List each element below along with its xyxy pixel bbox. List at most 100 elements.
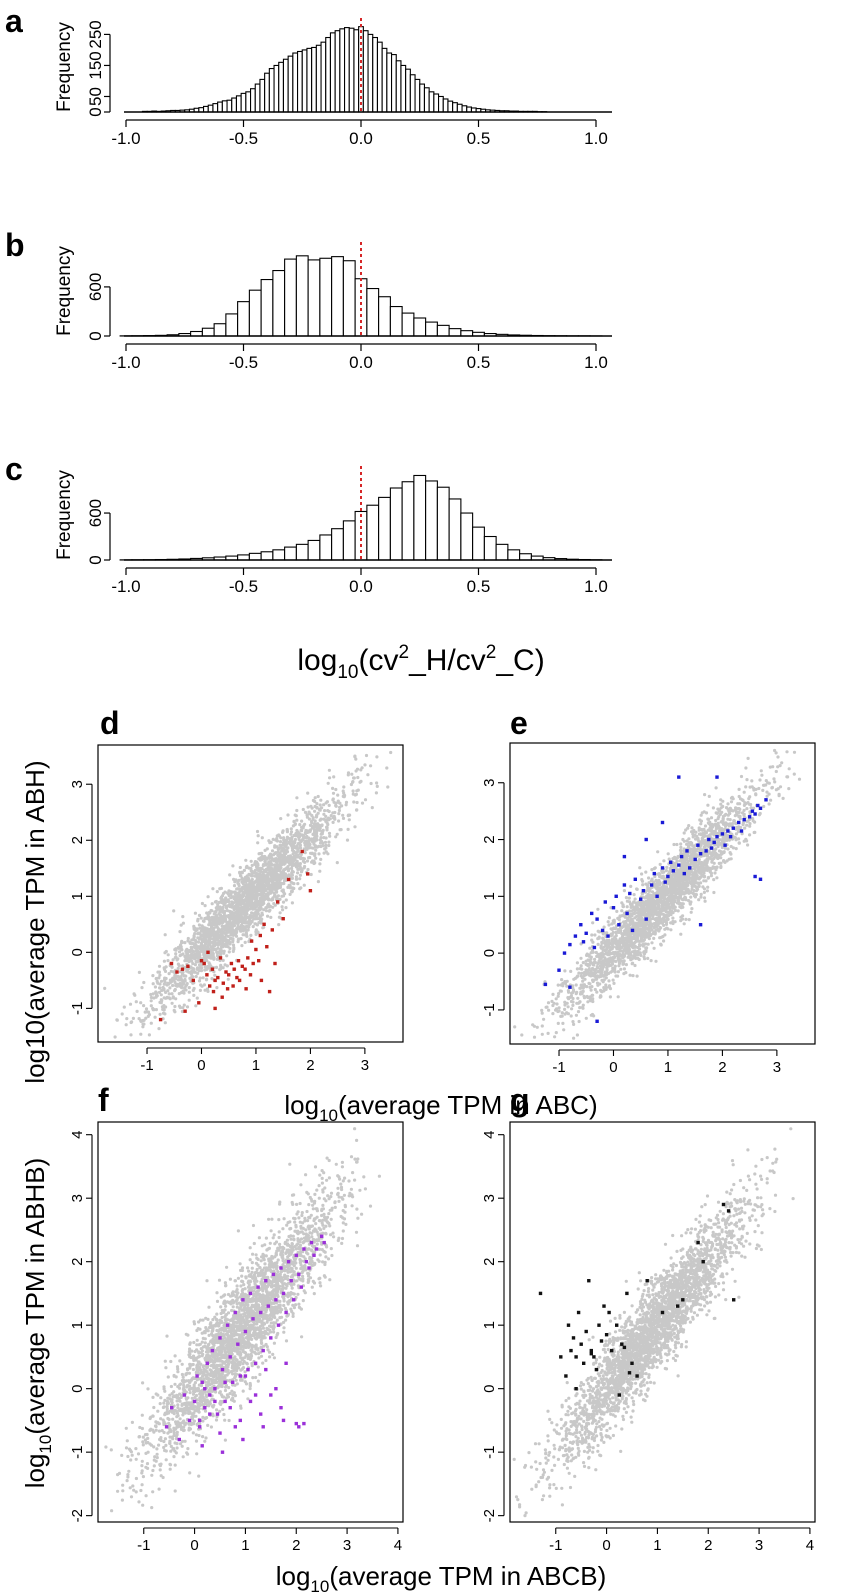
background-point bbox=[322, 812, 326, 816]
background-point bbox=[158, 982, 162, 986]
x-tick-label: 1.0 bbox=[584, 577, 608, 596]
highlighted-point bbox=[220, 995, 224, 999]
background-point bbox=[622, 959, 626, 963]
histogram-bar bbox=[447, 100, 454, 113]
background-point bbox=[174, 983, 178, 988]
background-point bbox=[646, 883, 650, 888]
background-point bbox=[152, 1008, 156, 1012]
background-point bbox=[266, 875, 270, 879]
background-point bbox=[187, 949, 191, 953]
histogram-bar bbox=[519, 553, 532, 561]
histogram-bar bbox=[395, 60, 402, 113]
histogram-bar bbox=[260, 551, 274, 561]
y-tick-label: 0 bbox=[86, 555, 105, 564]
background-point bbox=[289, 830, 294, 834]
background-point bbox=[355, 789, 359, 793]
background-point bbox=[590, 933, 594, 937]
background-point bbox=[737, 807, 741, 811]
panel-label-b: b bbox=[5, 227, 25, 263]
x-tick-label: 0.5 bbox=[467, 129, 491, 148]
background-point bbox=[199, 969, 204, 973]
background-point bbox=[355, 808, 359, 812]
background-point bbox=[218, 887, 222, 891]
background-point bbox=[226, 920, 230, 924]
highlighted-point bbox=[175, 970, 179, 974]
background-point bbox=[217, 942, 221, 946]
background-point bbox=[167, 992, 171, 996]
background-point bbox=[734, 836, 738, 840]
background-point bbox=[208, 942, 212, 946]
background-point bbox=[690, 907, 694, 911]
background-point bbox=[310, 821, 314, 825]
background-point bbox=[322, 817, 326, 821]
background-point bbox=[214, 923, 218, 927]
background-point bbox=[217, 916, 222, 920]
histogram-bar bbox=[342, 520, 356, 561]
background-point bbox=[712, 890, 716, 895]
histogram-bar bbox=[466, 106, 472, 113]
y-tick-label: 1 bbox=[69, 892, 86, 900]
histogram-bar bbox=[378, 496, 391, 561]
histogram-bar bbox=[413, 474, 427, 561]
background-point bbox=[213, 947, 217, 952]
background-point bbox=[318, 862, 322, 866]
highlighted-point bbox=[249, 939, 254, 943]
background-point bbox=[164, 965, 168, 969]
background-point bbox=[237, 884, 241, 888]
background-point bbox=[250, 877, 254, 882]
background-point bbox=[587, 954, 591, 958]
background-point bbox=[139, 1019, 143, 1023]
background-point bbox=[163, 933, 167, 937]
background-point bbox=[219, 967, 223, 971]
background-point bbox=[140, 986, 144, 990]
background-point bbox=[323, 809, 327, 813]
background-point bbox=[591, 921, 595, 925]
background-point bbox=[752, 830, 756, 835]
background-point bbox=[250, 898, 254, 902]
background-point bbox=[607, 923, 611, 927]
background-point bbox=[203, 965, 207, 969]
background-point bbox=[293, 862, 297, 866]
background-point bbox=[240, 944, 244, 948]
background-point bbox=[694, 889, 699, 893]
background-point bbox=[279, 866, 283, 870]
background-point bbox=[199, 916, 203, 920]
background-point bbox=[616, 995, 620, 999]
background-point bbox=[144, 1016, 148, 1020]
background-point bbox=[635, 974, 639, 978]
background-point bbox=[296, 882, 300, 886]
histogram-bar bbox=[419, 83, 425, 113]
background-points bbox=[103, 750, 393, 1039]
background-point bbox=[210, 902, 214, 906]
background-point bbox=[318, 808, 322, 812]
histogram-bar bbox=[248, 289, 262, 337]
background-point bbox=[610, 922, 614, 926]
histogram-bar bbox=[448, 328, 462, 337]
background-point bbox=[192, 924, 196, 928]
background-point bbox=[200, 943, 204, 947]
background-point bbox=[719, 856, 723, 860]
background-point bbox=[208, 963, 212, 967]
background-point bbox=[732, 819, 736, 823]
background-point bbox=[199, 934, 203, 938]
highlighted-point bbox=[231, 984, 235, 988]
highlighted-point bbox=[270, 928, 274, 932]
background-point bbox=[256, 863, 260, 867]
background-point bbox=[178, 954, 182, 958]
background-point bbox=[721, 817, 725, 821]
background-point bbox=[260, 911, 264, 915]
background-point bbox=[263, 888, 267, 892]
background-point bbox=[706, 821, 711, 825]
background-point bbox=[258, 914, 262, 918]
x-tick-label: 0.5 bbox=[467, 353, 491, 372]
background-point bbox=[627, 955, 631, 959]
background-point bbox=[706, 885, 710, 889]
background-point bbox=[611, 945, 616, 949]
highlighted-point bbox=[308, 889, 313, 893]
background-point bbox=[707, 794, 711, 799]
background-point bbox=[232, 884, 237, 888]
background-point bbox=[296, 871, 300, 875]
y-tick-label: 0 bbox=[86, 107, 105, 116]
background-point bbox=[171, 983, 175, 988]
